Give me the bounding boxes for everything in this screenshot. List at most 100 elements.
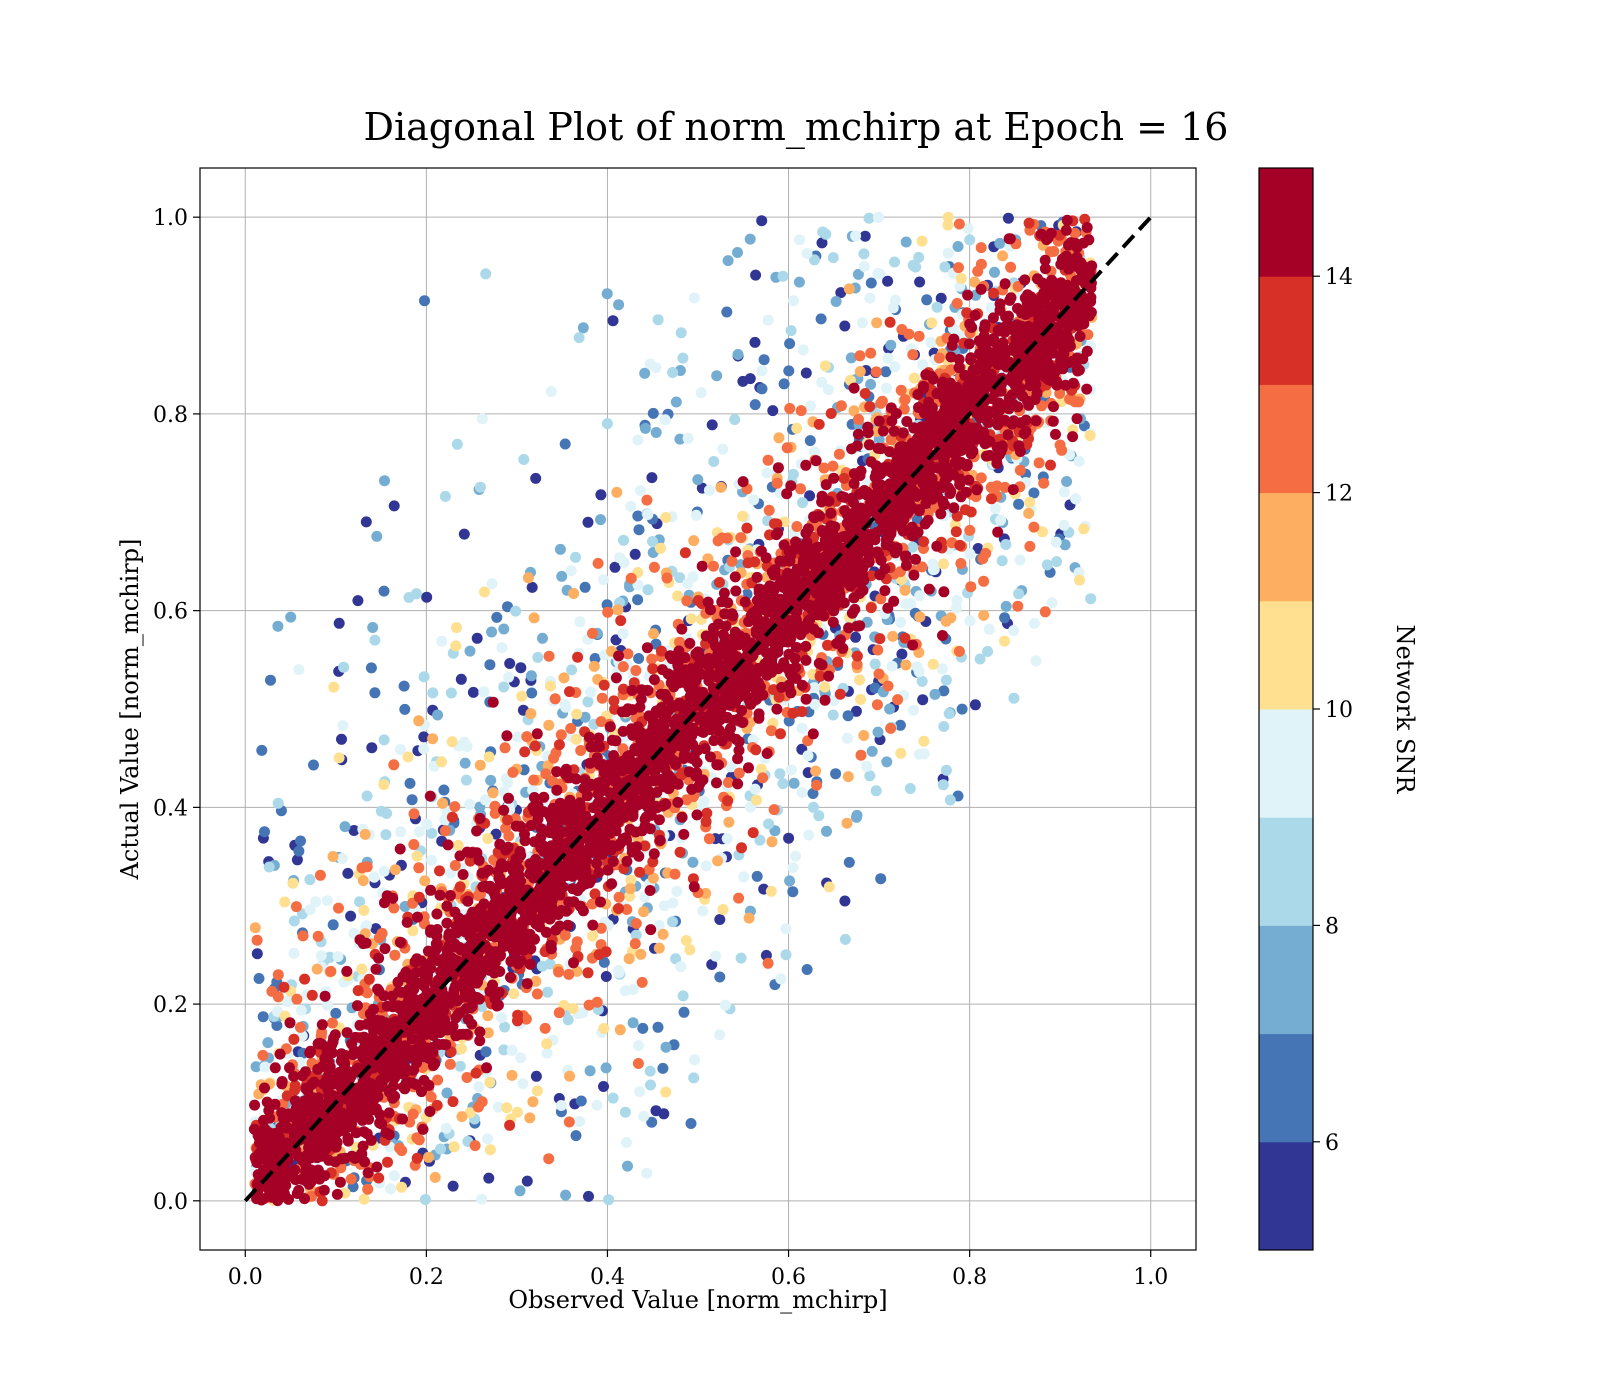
scatter-point (917, 694, 929, 706)
scatter-point (336, 733, 347, 745)
scatter-point (755, 763, 767, 775)
scatter-point (450, 640, 462, 652)
scatter-point (899, 632, 911, 644)
scatter-point (943, 316, 955, 328)
scatter-point (282, 996, 294, 1007)
scatter-point (401, 916, 413, 928)
scatter-point (296, 1030, 308, 1042)
scatter-point (838, 472, 850, 484)
scatter-point (1008, 625, 1020, 636)
scatter-point (318, 1184, 330, 1196)
scatter-point (645, 924, 657, 936)
scatter-point (332, 951, 344, 963)
scatter-point (598, 679, 610, 691)
scatter-point (1067, 394, 1078, 406)
scatter-point (480, 268, 492, 280)
scatter-point (747, 827, 759, 839)
scatter-point (564, 1070, 576, 1082)
scatter-point (647, 407, 659, 419)
scatter-point (784, 338, 796, 350)
scatter-point (526, 581, 538, 593)
scatter-point (613, 299, 625, 311)
scatter-point (756, 215, 768, 227)
scatter-point (874, 268, 886, 280)
scatter-point (778, 378, 790, 390)
scatter-point (612, 604, 624, 616)
scatter-point (771, 703, 783, 715)
scatter-point (251, 934, 263, 946)
scatter-point (802, 750, 814, 762)
scatter-point (953, 362, 965, 374)
scatter-point (543, 650, 555, 662)
scatter-point (434, 865, 445, 877)
scatter-point (553, 739, 565, 751)
scatter-point (942, 211, 954, 223)
scatter-point (600, 1062, 612, 1074)
scatter-point (854, 366, 866, 377)
scatter-point (614, 552, 626, 564)
scatter-point (646, 472, 658, 484)
scatter-point (555, 729, 567, 741)
scatter-point (781, 442, 793, 454)
scatter-point (511, 1106, 523, 1118)
scatter-point (858, 730, 870, 741)
scatter-point (695, 387, 707, 399)
scatter-point (900, 236, 912, 248)
scatter-point (729, 414, 741, 425)
scatter-point (474, 481, 486, 493)
scatter-point (675, 961, 687, 973)
scatter-point (613, 965, 625, 976)
scatter-point (852, 268, 864, 280)
scatter-point (549, 693, 561, 705)
scatter-point (299, 973, 311, 985)
scatter-point (1016, 320, 1027, 332)
scatter-point (380, 829, 392, 841)
scatter-point (807, 728, 819, 740)
scatter-point (421, 591, 433, 603)
scatter-point (360, 516, 372, 528)
scatter-point (439, 490, 451, 502)
scatter-point (819, 360, 831, 372)
scatter-point (1069, 227, 1081, 239)
scatter-point (927, 658, 939, 670)
scatter-point (437, 797, 449, 809)
scatter-point (524, 1112, 536, 1124)
scatter-point (413, 891, 425, 903)
scatter-point (926, 402, 938, 414)
scatter-point (1013, 498, 1025, 510)
scatter-point (712, 855, 724, 867)
scatter-point (486, 626, 498, 638)
scatter-point (903, 328, 915, 340)
scatter-point (816, 237, 828, 249)
scatter-point (325, 965, 337, 977)
scatter-point (474, 1035, 486, 1047)
scatter-point (595, 514, 606, 526)
scatter-point (641, 642, 653, 654)
scatter-point (869, 658, 881, 670)
scatter-point (464, 798, 476, 810)
scatter-point (447, 1180, 459, 1192)
scatter-point (451, 622, 462, 634)
scatter-point (843, 856, 855, 868)
scatter-point (980, 548, 992, 559)
scatter-point (617, 725, 629, 737)
scatter-point (1000, 600, 1012, 612)
scatter-point (421, 818, 433, 830)
scatter-point (619, 1106, 631, 1118)
scatter-point (621, 1137, 632, 1148)
scatter-point (795, 405, 807, 417)
scatter-point (830, 296, 842, 307)
scatter-point (872, 644, 884, 656)
scatter-point (700, 816, 712, 828)
scatter-point (788, 295, 799, 307)
scatter-point (541, 1047, 553, 1059)
scatter-point (732, 778, 744, 790)
scatter-point (765, 725, 777, 737)
scatter-point (964, 548, 976, 560)
scatter-point (706, 959, 718, 970)
scatter-point (916, 675, 928, 687)
scatter-point (991, 458, 1003, 469)
scatter-point (735, 532, 747, 544)
scatter-point (670, 953, 682, 965)
scatter-point (655, 542, 666, 554)
